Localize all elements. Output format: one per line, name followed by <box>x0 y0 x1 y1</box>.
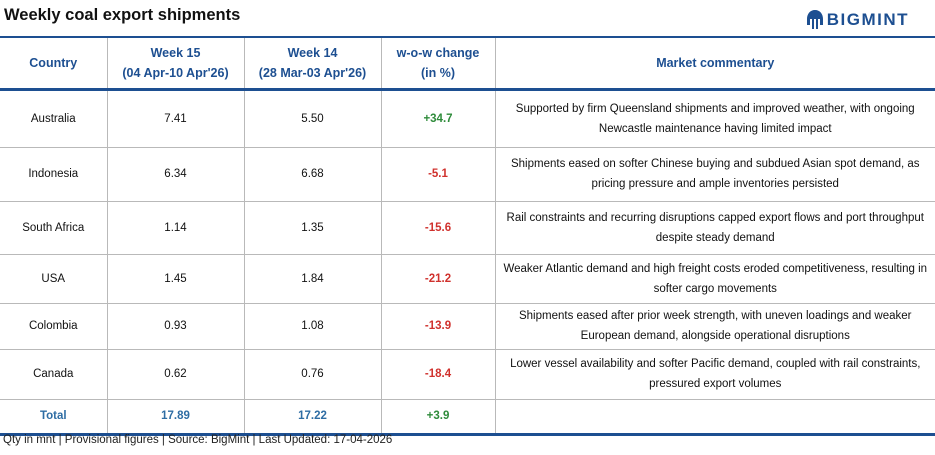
change-cell: -13.9 <box>380 303 495 349</box>
week14-cell: 0.76 <box>243 349 381 399</box>
week15-cell: 0.93 <box>106 303 244 349</box>
total-row: Total 17.89 17.22 +3.9 <box>0 399 935 434</box>
country-cell: Canada <box>33 368 74 380</box>
country-cell: Colombia <box>28 320 78 332</box>
header-week15: Week 15 (04 Apr-10 Apr'26) <box>106 37 244 89</box>
header-change: w-o-w change (in %) <box>380 37 495 89</box>
commentary-cell: Rail constraints and recurring disruptio… <box>494 201 935 254</box>
total-label: Total <box>39 410 67 422</box>
bigmint-logo-icon <box>806 10 823 29</box>
logo-text: BIGMINT <box>826 10 909 29</box>
table-row: Colombia 0.93 1.08 -13.9 Shipments eased aft… <box>0 303 935 349</box>
week14-range: (28 Mar-03 Apr'26) <box>258 65 367 80</box>
bigmint-logo: BIGMINT <box>806 9 909 31</box>
table-row: Indonesia 6.34 6.68 -5.1 Shipments eased on … <box>0 147 935 201</box>
country-cell: USA <box>41 272 66 285</box>
week15-range: (04 Apr-10 Apr'26) <box>122 65 229 80</box>
commentary-cell: Weaker Atlantic demand and high freight … <box>494 254 935 303</box>
commentary-cell: Lower vessel availability and softer Pac… <box>494 349 935 399</box>
country-cell: South Africa <box>22 221 85 234</box>
week14-cell: 1.35 <box>243 201 381 254</box>
coal-shipments-table: Country Week 15 (04 Apr-10 Apr'26) Week 1… <box>0 36 935 436</box>
commentary-cell: Shipments eased after prior week strengt… <box>494 303 935 349</box>
change-label: w-o-w change <box>396 45 480 60</box>
week15-cell: 6.34 <box>106 147 244 201</box>
week15-cell: 1.14 <box>106 201 244 254</box>
header-commentary: Market commentary <box>494 37 935 89</box>
change-cell: -15.6 <box>380 201 495 254</box>
week14-cell: 5.50 <box>243 89 381 147</box>
total-week15: 17.89 <box>106 399 244 434</box>
total-commentary <box>494 399 935 434</box>
change-cell: -5.1 <box>380 147 495 201</box>
page-title: Weekly coal export shipments <box>4 6 241 24</box>
week15-label: Week 15 <box>150 45 201 60</box>
header-country: Country <box>29 55 78 70</box>
week14-label: Week 14 <box>287 45 338 60</box>
total-change: +3.9 <box>380 399 495 434</box>
table-row: USA 1.45 1.84 -21.2 Weaker Atlantic demand a… <box>0 254 935 303</box>
country-cell: Australia <box>30 112 76 125</box>
table-header-row: Country Week 15 (04 Apr-10 Apr'26) Week 1… <box>0 37 935 89</box>
week15-cell: 1.45 <box>106 254 244 303</box>
table-row: South Africa 1.14 1.35 -15.6 Rail constraint… <box>0 201 935 254</box>
country-cell: Indonesia <box>28 168 79 180</box>
commentary-cell: Supported by firm Queensland shipments a… <box>494 89 935 147</box>
change-cell: -18.4 <box>380 349 495 399</box>
change-cell: -21.2 <box>380 254 495 303</box>
table-row: Canada 0.62 0.76 -18.4 Lower vessel availabi… <box>0 349 935 399</box>
total-week14: 17.22 <box>243 399 381 434</box>
week15-cell: 7.41 <box>106 89 244 147</box>
change-unit: (in %) <box>420 65 456 80</box>
week14-cell: 1.08 <box>243 303 381 349</box>
week14-cell: 6.68 <box>243 147 381 201</box>
table-row: Australia 7.41 5.50 +34.7 Supported by firm … <box>0 89 935 147</box>
header-week14: Week 14 (28 Mar-03 Apr'26) <box>243 37 381 89</box>
commentary-cell: Shipments eased on softer Chinese buying… <box>494 147 935 201</box>
footer-note: Qty in mnt | Provisional figures | Sourc… <box>3 434 393 446</box>
change-cell: +34.7 <box>380 89 495 147</box>
week15-cell: 0.62 <box>106 349 244 399</box>
week14-cell: 1.84 <box>243 254 381 303</box>
